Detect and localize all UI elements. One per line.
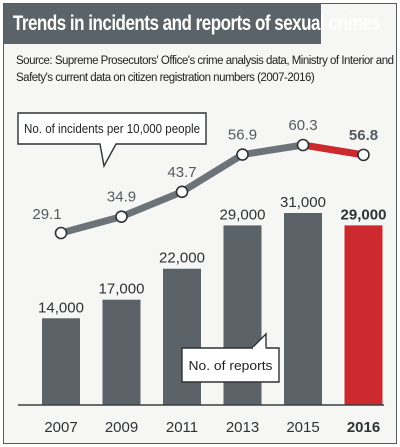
bar-value-label-2013: 29,000: [220, 206, 266, 223]
chart-title: Trends in incidents and reports of sexua…: [4, 4, 381, 44]
bar-value-label-2009: 17,000: [99, 281, 145, 298]
infographic-frame: Trends in incidents and reports of sexua…: [3, 3, 397, 444]
line-value-label-2015: 60.3: [288, 117, 317, 134]
incidents-callout-text: No. of incidents per 10,000 people: [24, 121, 200, 136]
x-tick-label-2016: 2016: [347, 419, 380, 436]
x-tick-label-2013: 2013: [226, 419, 259, 436]
line-value-label-2016: 56.8: [349, 127, 378, 144]
line-point-2011: [175, 185, 189, 199]
reports-callout-text: No. of reports: [189, 358, 274, 373]
bar-2015: [284, 213, 322, 405]
bar-2009: [102, 299, 141, 405]
bar-value-label-2016: 29,000: [341, 206, 387, 223]
bar-2011: [163, 268, 201, 405]
line-point-2016: [357, 148, 370, 162]
reports-callout-box: [181, 347, 280, 383]
bar-2016: [344, 225, 383, 405]
line-point-2007: [54, 226, 68, 240]
x-tick-label-2015: 2015: [286, 419, 319, 436]
bar-value-label-2007: 14,000: [38, 299, 84, 316]
source-note: Source: Supreme Prosecutors' Office's cr…: [16, 55, 394, 84]
bar-value-label-2015: 31,000: [280, 194, 326, 211]
line-point-2013: [236, 148, 249, 161]
incidents-line-highlight: [299, 141, 367, 159]
reports-callout-tail: [251, 332, 267, 349]
chart-area: 14,000 17,000 22,000 29,000 31,000 29,000 2007…: [17, 112, 387, 436]
x-tick-label-2011: 2011: [166, 419, 198, 436]
line-value-label-2013: 56.9: [228, 127, 257, 144]
bar-value-label-2011: 22,000: [159, 250, 205, 267]
x-tick-label-2007: 2007: [44, 419, 77, 436]
bar-2007: [42, 318, 80, 405]
line-point-2009: [115, 210, 128, 223]
x-tick-label-2009: 2009: [105, 419, 138, 436]
line-point-2015: [296, 138, 310, 152]
line-value-label-2009: 34.9: [107, 189, 136, 206]
incidents-callout-box: [17, 112, 207, 169]
line-value-label-2011: 43.7: [167, 164, 196, 181]
line-value-label-2007: 29.1: [32, 206, 61, 223]
